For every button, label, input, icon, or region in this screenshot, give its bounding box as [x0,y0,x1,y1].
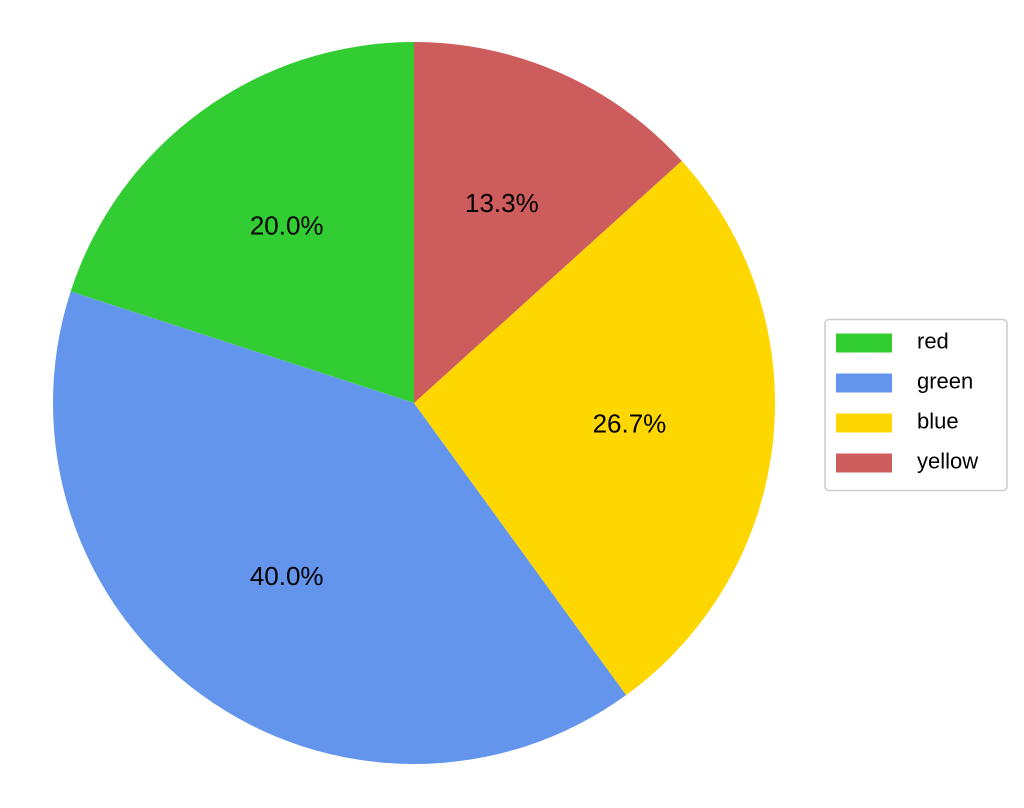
pie-slice [414,160,775,696]
legend-label: yellow [917,448,978,473]
legend-swatch [836,453,892,473]
pie-slice [414,42,682,403]
pie-slice [53,291,627,764]
legend-swatch [836,373,892,393]
pie-slice [70,42,415,403]
legend-swatch [836,333,892,353]
slice-label: 26.7% [593,408,667,438]
legend-label: green [917,368,973,393]
legend-label: red [917,328,949,353]
slice-label: 13.3% [465,188,539,218]
slice-label: 20.0% [250,211,324,241]
slice-label: 40.0% [250,561,324,591]
legend-label: blue [917,408,959,433]
legend-box [824,318,1008,492]
legend-swatch [836,413,892,433]
